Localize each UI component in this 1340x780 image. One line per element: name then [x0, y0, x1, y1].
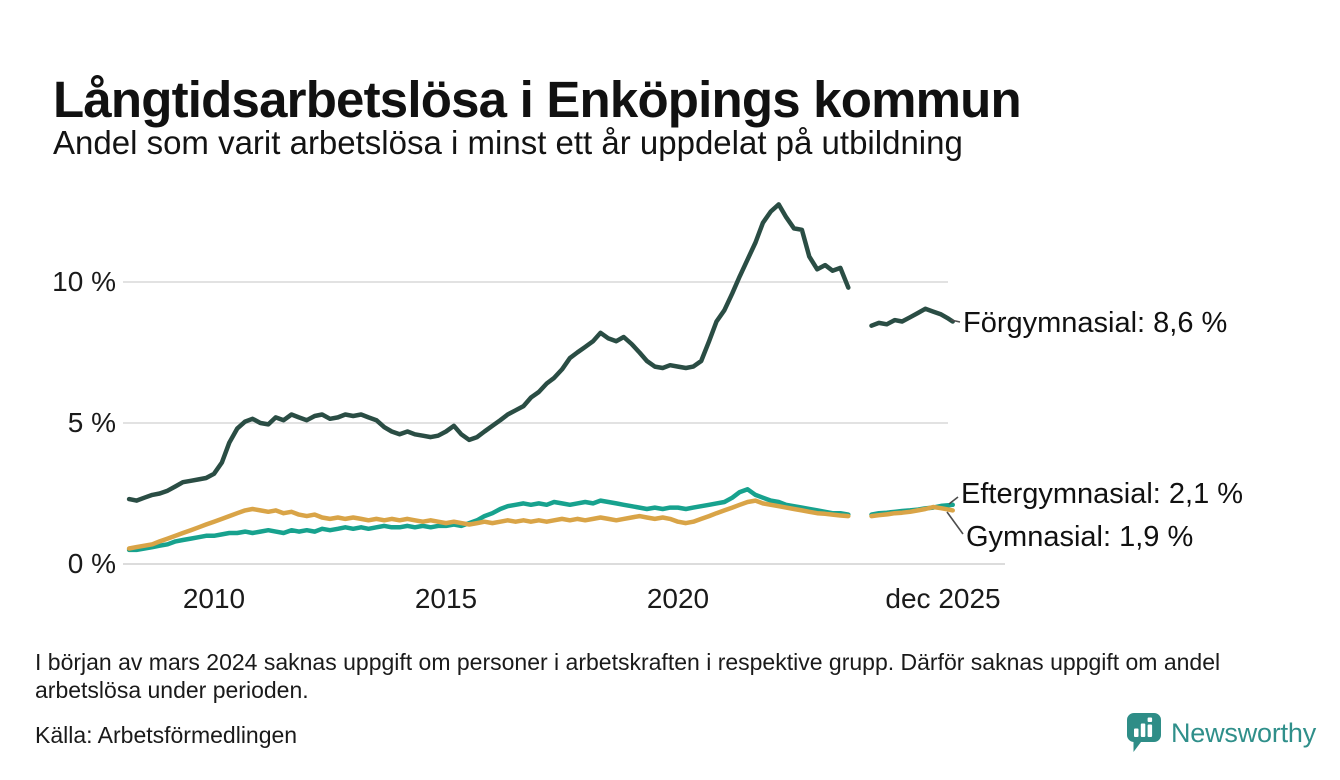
- leader-line-eftergymnasial: [948, 496, 959, 505]
- x-axis-tick-dec-2025: dec 2025: [885, 583, 1000, 614]
- x-axis-tick-2020: 2020: [647, 583, 709, 614]
- series-end-label-gymnasial: Gymnasial: 1,9 %: [966, 521, 1193, 553]
- series-lines: [126, 202, 955, 553]
- footnote: I början av mars 2024 saknas uppgift om …: [35, 649, 1221, 703]
- series-end-label-eftergymnasial: Eftergymnasial: 2,1 %: [961, 478, 1243, 510]
- page-title: Långtidsarbetslösa i Enköpings kommun: [53, 71, 1022, 129]
- series-line-gymnasial: [126, 498, 955, 551]
- y-axis-tick-10: 10 %: [52, 266, 116, 297]
- y-axis-tick-0: 0 %: [68, 548, 116, 579]
- newsworthy-logo-text: Newsworthy: [1171, 717, 1317, 748]
- x-axis-tick-2015: 2015: [415, 583, 477, 614]
- newsworthy-logo-icon: [1127, 713, 1161, 752]
- series-line-forgymnasial: [126, 202, 955, 503]
- y-axis-tick-5: 5 %: [68, 407, 116, 438]
- series-end-label-forgymnasial: Förgymnasial: 8,6 %: [963, 307, 1227, 339]
- x-axis-tick-2010: 2010: [183, 583, 245, 614]
- newsworthy-logo: Newsworthy: [1126, 712, 1316, 754]
- leader-line-gymnasial: [946, 511, 964, 535]
- chart-subtitle: Andel som varit arbetslösa i minst ett å…: [53, 124, 963, 161]
- leader-line-forgymnasial: [950, 319, 961, 323]
- source-label: Källa: Arbetsförmedlingen: [35, 722, 298, 748]
